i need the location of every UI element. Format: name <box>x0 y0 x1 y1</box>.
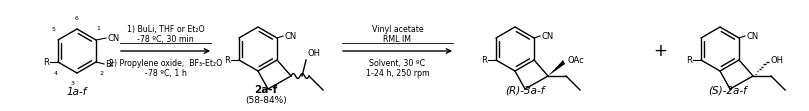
Text: 1) BuLi, THF or Et₂O: 1) BuLi, THF or Et₂O <box>127 25 205 34</box>
Text: R: R <box>686 56 692 64</box>
Text: 5: 5 <box>52 27 56 32</box>
Text: CN: CN <box>541 32 553 41</box>
Text: Vinyl acetate: Vinyl acetate <box>371 25 423 34</box>
Text: 1-24 h, 250 rpm: 1-24 h, 250 rpm <box>366 68 430 77</box>
Text: OAc: OAc <box>567 56 584 64</box>
Text: -78 ºC, 30 min: -78 ºC, 30 min <box>137 35 194 44</box>
Text: CN: CN <box>284 32 296 41</box>
Text: CN: CN <box>746 32 758 41</box>
Text: OH: OH <box>770 56 783 64</box>
Text: R: R <box>224 56 230 64</box>
Text: 4: 4 <box>54 71 58 76</box>
Text: -78 ºC, 1 h: -78 ºC, 1 h <box>145 68 186 77</box>
Text: Solvent, 30 ºC: Solvent, 30 ºC <box>370 58 426 67</box>
Text: R: R <box>43 57 49 66</box>
Text: R: R <box>481 56 487 64</box>
Text: 1: 1 <box>96 26 100 31</box>
Text: (58-84%): (58-84%) <box>245 96 287 105</box>
Text: RML IM: RML IM <box>383 35 412 44</box>
Text: 3: 3 <box>71 81 75 86</box>
Text: 2: 2 <box>99 71 103 76</box>
Text: 1a-f: 1a-f <box>67 87 87 97</box>
Text: 2) Propylene oxide,  BF₃-Et₂O: 2) Propylene oxide, BF₃-Et₂O <box>109 58 222 67</box>
Text: Br: Br <box>105 59 114 68</box>
Text: 2a-f: 2a-f <box>254 85 277 95</box>
Text: (R)-3a-f: (R)-3a-f <box>506 85 544 95</box>
Text: OH: OH <box>307 49 320 58</box>
Text: +: + <box>653 42 667 60</box>
Polygon shape <box>548 60 565 76</box>
Text: 6: 6 <box>75 16 79 21</box>
Text: CN: CN <box>107 34 119 43</box>
Text: (S)-2a-f: (S)-2a-f <box>709 85 748 95</box>
